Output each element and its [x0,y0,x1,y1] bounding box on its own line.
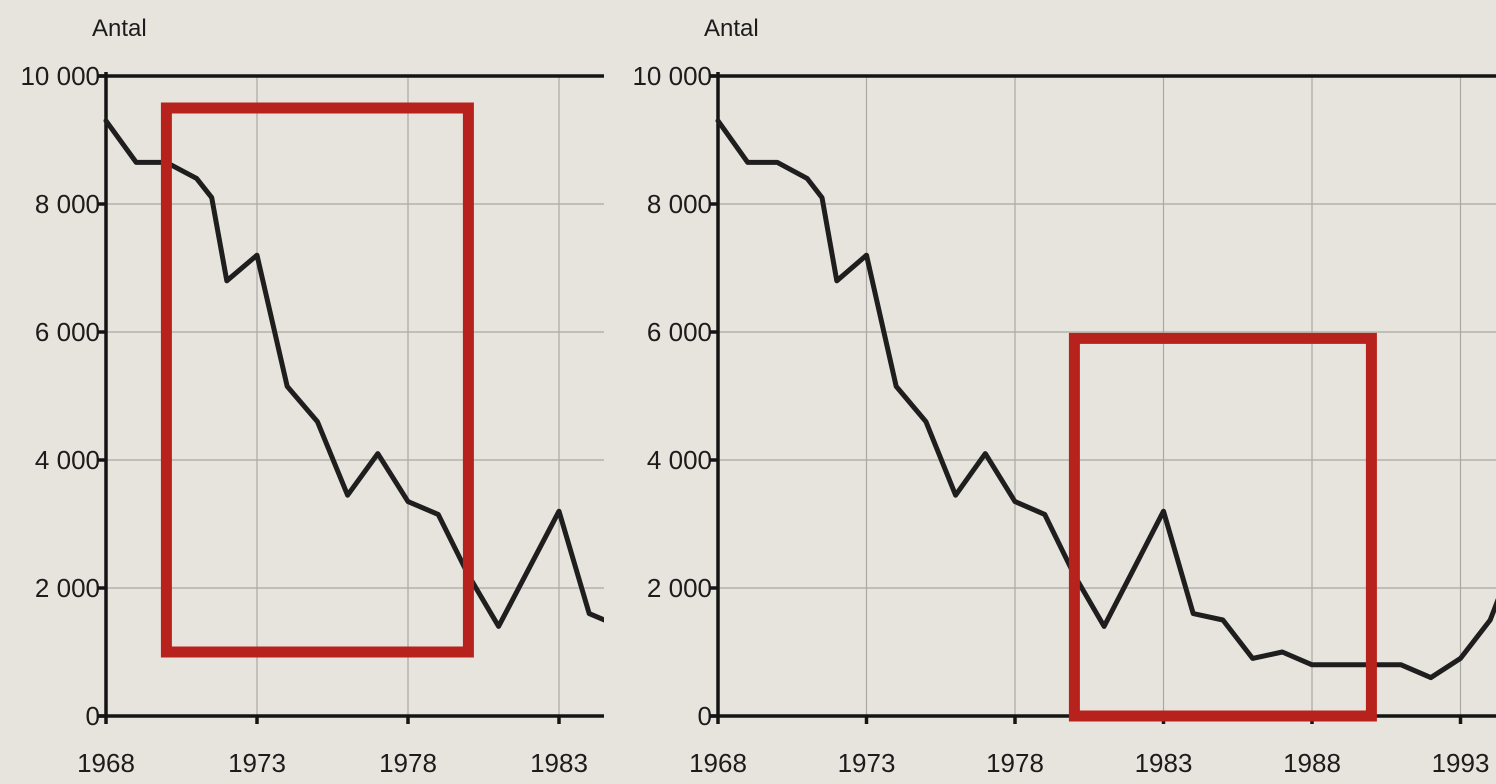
x-tick-label: 1968 [77,748,135,778]
x-tick-label: 1983 [530,748,588,778]
y-tick-label: 6 000 [35,317,100,347]
y-axis-label: Antal [704,15,759,42]
x-tick-label: 1973 [838,748,896,778]
y-tick-label: 0 [698,701,712,731]
y-tick-label: 4 000 [647,445,712,475]
y-tick-label: 2 000 [647,573,712,603]
y-tick-label: 10 000 [632,61,712,91]
highlight-box [160,102,474,658]
x-tick-label: 1983 [1135,748,1193,778]
y-tick-label: 6 000 [647,317,712,347]
x-tick-label: 1978 [986,748,1044,778]
y-tick-label: 8 000 [647,189,712,219]
y-tick-label: 4 000 [35,445,100,475]
y-tick-label: 8 000 [35,189,100,219]
x-tick-label: 1988 [1283,748,1341,778]
y-axis-label: Antal [92,15,147,42]
highlight-box [1068,332,1377,722]
x-tick-label: 1978 [379,748,437,778]
y-tick-label: 0 [86,701,100,731]
x-tick-label: 1968 [689,748,747,778]
chart-panel-1: 10 000 8 000 6 000 4 000 2 000 0 1968 1973 1978 1… [20,15,604,778]
series-line [715,118,1496,681]
y-tick-label: 2 000 [35,573,100,603]
y-tick-label: 10 000 [20,61,100,91]
x-tick-label: 1993 [1432,748,1490,778]
chart-panel-2: 10 000 8 000 6 000 4 000 2 000 0 1968 1973 1978 1… [632,15,1496,778]
series-line [103,118,604,629]
x-tick-label: 1973 [228,748,286,778]
